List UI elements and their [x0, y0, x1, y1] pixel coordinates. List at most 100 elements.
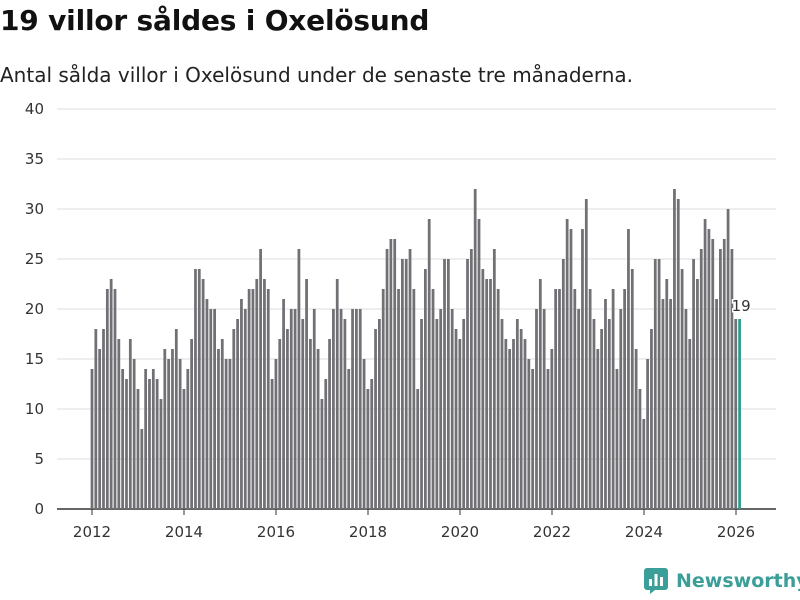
x-tick-label: 2022 — [533, 523, 571, 541]
y-tick-label: 10 — [25, 400, 44, 418]
bar — [596, 349, 600, 509]
bar — [707, 229, 711, 509]
bar — [389, 239, 393, 509]
bar — [611, 289, 615, 509]
y-tick-label: 35 — [25, 150, 44, 168]
bar — [393, 239, 397, 509]
bar — [469, 249, 473, 509]
bar — [657, 259, 661, 509]
bar — [102, 329, 105, 509]
bar — [650, 329, 653, 509]
bar — [653, 259, 657, 509]
y-tick-label: 0 — [34, 500, 44, 518]
bar — [217, 349, 220, 509]
bar — [297, 249, 301, 509]
bar — [190, 339, 194, 509]
bar — [397, 289, 400, 509]
bar — [423, 269, 427, 509]
bar — [676, 199, 680, 509]
bar — [535, 309, 538, 509]
bar — [289, 309, 293, 509]
bar — [232, 329, 236, 509]
y-tick-label: 25 — [25, 250, 44, 268]
bar — [255, 279, 259, 509]
bar — [201, 279, 205, 509]
bar — [155, 379, 159, 509]
bar — [699, 249, 703, 509]
bar — [680, 269, 684, 509]
bar — [171, 349, 174, 509]
bar — [458, 339, 462, 509]
bar — [466, 259, 469, 509]
bar — [435, 319, 439, 509]
bar — [358, 309, 362, 509]
bar — [209, 309, 213, 509]
bar — [722, 239, 726, 509]
bar — [332, 309, 335, 509]
x-tick-label: 2024 — [625, 523, 663, 541]
bar — [312, 309, 316, 509]
bar — [443, 259, 446, 509]
bar — [109, 279, 113, 509]
bar — [661, 299, 665, 509]
bar — [220, 339, 224, 509]
bar — [577, 309, 581, 509]
bar — [546, 369, 550, 509]
x-tick-label: 2020 — [441, 523, 479, 541]
bar — [259, 249, 262, 509]
bar — [481, 269, 485, 509]
bar — [132, 359, 136, 509]
bar — [351, 309, 354, 509]
bar — [236, 319, 239, 509]
bar — [205, 299, 209, 509]
bar — [496, 289, 500, 509]
bar — [500, 319, 504, 509]
bar — [400, 259, 404, 509]
bar — [167, 359, 171, 509]
y-axis-labels: 0 5 10 15 20 25 30 35 40 — [25, 100, 44, 518]
bar — [274, 359, 278, 509]
bar — [592, 319, 596, 509]
bar — [431, 289, 435, 509]
bar — [343, 319, 347, 509]
bar — [638, 389, 642, 509]
bar — [144, 369, 148, 509]
bar — [328, 339, 331, 509]
y-tick-label: 40 — [25, 100, 44, 118]
bar — [197, 269, 201, 509]
bar — [178, 359, 182, 509]
bar — [523, 339, 527, 509]
bar — [347, 369, 351, 509]
bar — [719, 249, 722, 509]
bar — [584, 199, 588, 509]
bar — [140, 429, 144, 509]
data-labels: 19 — [730, 296, 752, 317]
bar — [726, 209, 730, 509]
bar — [542, 309, 546, 509]
bar — [454, 329, 458, 509]
bar — [627, 229, 630, 509]
bar — [696, 279, 699, 509]
latest-value-label: 19 — [732, 297, 751, 315]
bar — [228, 359, 232, 509]
bar — [538, 279, 542, 509]
bar — [642, 419, 646, 509]
bar — [550, 349, 554, 509]
bar — [600, 329, 604, 509]
bar — [240, 299, 243, 509]
y-tick-label: 20 — [25, 300, 44, 318]
bar — [489, 279, 492, 509]
bar — [623, 289, 626, 509]
bar — [588, 289, 592, 509]
bar — [519, 329, 523, 509]
bar — [163, 349, 167, 509]
bar — [450, 309, 454, 509]
bar — [381, 289, 385, 509]
bar — [615, 369, 619, 509]
bar — [366, 389, 370, 509]
bar — [573, 289, 577, 509]
bar — [151, 369, 155, 509]
x-axis-labels: 2012 2014 2016 2018 2020 2022 2024 2026 — [73, 509, 755, 541]
bar — [734, 319, 738, 509]
bar — [619, 309, 623, 509]
